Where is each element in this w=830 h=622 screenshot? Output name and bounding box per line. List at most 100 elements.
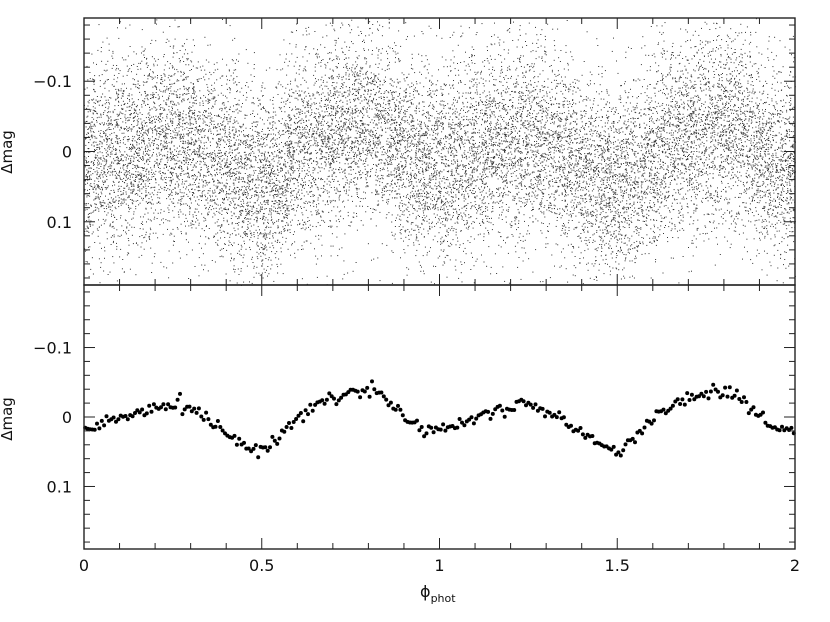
data-point (337, 121, 339, 123)
data-point (727, 108, 729, 110)
data-point (438, 197, 440, 199)
data-point (740, 139, 742, 141)
data-point (299, 120, 301, 122)
data-point (440, 153, 442, 154)
data-point (303, 195, 305, 197)
data-point (151, 169, 153, 171)
data-point (241, 189, 242, 191)
data-point (620, 181, 622, 183)
data-point (696, 207, 698, 209)
data-point (718, 170, 720, 171)
data-point (583, 165, 585, 167)
data-point (647, 85, 649, 87)
data-point (570, 190, 572, 192)
data-point (670, 90, 672, 92)
data-point (510, 131, 512, 132)
data-point (442, 224, 444, 226)
data-point (573, 86, 575, 88)
data-point (291, 243, 293, 245)
data-point (479, 161, 481, 163)
data-point (686, 198, 688, 200)
data-point (279, 163, 281, 165)
data-point (642, 153, 644, 155)
data-point (428, 146, 429, 148)
data-point (463, 196, 465, 198)
data-point (468, 140, 470, 142)
data-point (384, 108, 386, 109)
data-point (524, 185, 525, 187)
data-point (429, 150, 431, 152)
data-point (148, 128, 150, 130)
data-point (453, 141, 455, 143)
data-point (687, 190, 689, 192)
data-point (108, 127, 110, 128)
data-point (600, 202, 602, 204)
data-point (359, 134, 361, 136)
data-point (378, 90, 380, 92)
data-point (770, 204, 772, 206)
data-point (673, 55, 674, 57)
data-point (349, 106, 351, 108)
data-point (261, 159, 263, 161)
data-point (274, 170, 275, 172)
data-point (767, 150, 769, 152)
data-point (443, 84, 445, 86)
data-point (469, 160, 471, 162)
data-point (376, 137, 378, 138)
data-point (490, 222, 492, 224)
data-point (540, 203, 542, 205)
data-point (479, 93, 481, 95)
data-point (342, 171, 344, 173)
data-point (583, 168, 585, 169)
data-point (300, 184, 302, 186)
data-point (746, 188, 748, 190)
data-point (300, 133, 302, 135)
data-point (380, 93, 382, 94)
data-point (334, 157, 336, 159)
data-point (429, 182, 431, 184)
data-point (127, 238, 129, 239)
data-point (108, 106, 110, 108)
data-point (276, 212, 278, 214)
data-point (726, 198, 728, 200)
data-point (114, 201, 116, 203)
data-point (197, 129, 199, 131)
data-point (661, 140, 663, 142)
data-point (238, 171, 240, 173)
data-point (494, 253, 496, 255)
data-point (294, 252, 296, 254)
data-point (440, 241, 442, 243)
data-point (205, 157, 207, 159)
data-point (128, 93, 130, 95)
data-point (329, 225, 331, 227)
data-point (503, 117, 505, 118)
data-point (772, 171, 774, 173)
data-point (399, 147, 401, 149)
data-point (510, 132, 512, 134)
data-point (164, 64, 166, 66)
data-point (483, 142, 485, 144)
data-point (565, 178, 567, 180)
data-point (646, 70, 648, 72)
data-point (270, 173, 272, 174)
data-point (336, 90, 338, 92)
data-point (317, 145, 319, 146)
data-point (341, 168, 343, 170)
data-point (316, 212, 318, 214)
data-point (507, 236, 509, 238)
data-point (623, 139, 625, 140)
data-point (200, 78, 202, 79)
data-point (289, 120, 291, 122)
data-point (288, 137, 290, 139)
data-point (620, 140, 622, 142)
data-point (745, 129, 747, 131)
data-point (418, 205, 420, 207)
data-point (205, 207, 207, 209)
data-point (523, 176, 525, 178)
data-point (530, 105, 532, 107)
data-point (506, 124, 508, 126)
data-point (336, 120, 338, 122)
data-point (761, 53, 763, 55)
data-point (643, 160, 645, 162)
data-point (770, 208, 772, 210)
